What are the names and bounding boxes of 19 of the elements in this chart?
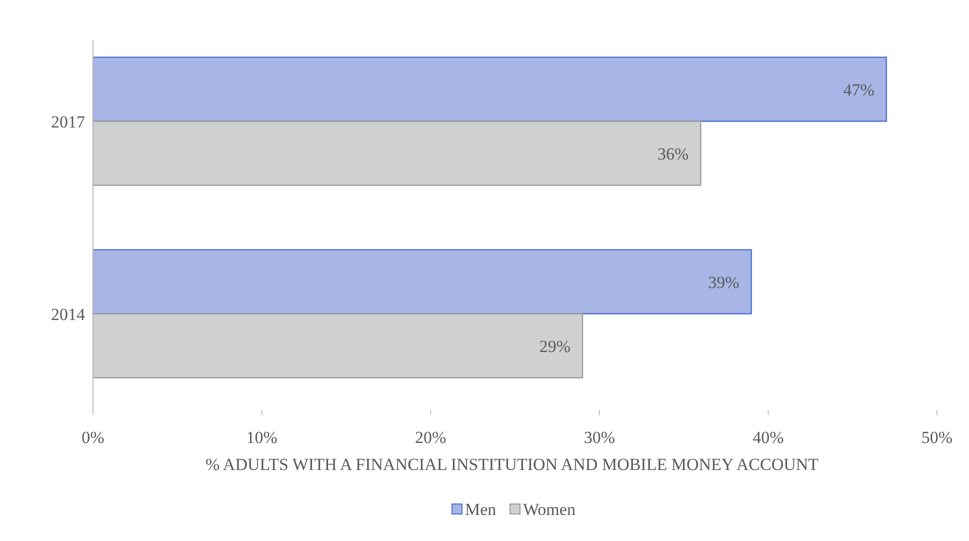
- bar: [92, 313, 584, 378]
- legend-label: Women: [523, 500, 576, 519]
- x-tick-label: 30%: [584, 428, 615, 447]
- y-tick-label: 2014: [51, 304, 86, 324]
- x-axis-title: % ADULTS WITH A FINANCIAL INSTITUTION AND MOBILE MONEY ACCOUNT: [205, 455, 820, 474]
- legend-label: Men: [465, 500, 497, 519]
- x-tick-label: 20%: [415, 428, 446, 447]
- data-label: 29%: [539, 336, 571, 356]
- y-tick-label: 2017: [51, 112, 86, 132]
- bar: [92, 56, 887, 122]
- data-label: 36%: [658, 144, 689, 164]
- bar: [92, 249, 752, 314]
- data-label: 47%: [843, 80, 874, 100]
- x-tick-label: 10%: [246, 428, 278, 447]
- data-label: 39%: [708, 272, 740, 292]
- x-tick-label: 40%: [752, 428, 784, 447]
- x-tick-label: 50%: [921, 428, 953, 447]
- x-tick-label: 0%: [82, 428, 104, 447]
- bar: [92, 120, 702, 186]
